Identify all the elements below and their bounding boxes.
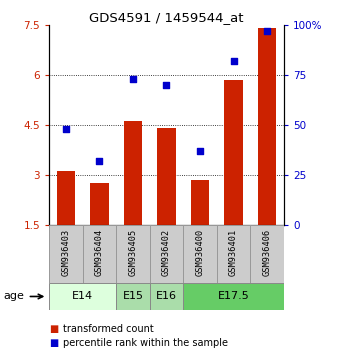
Bar — [183, 283, 284, 310]
Point — [97, 158, 102, 164]
Text: E16: E16 — [156, 291, 177, 302]
Bar — [124, 121, 142, 225]
Text: E15: E15 — [122, 291, 143, 302]
Bar — [150, 225, 183, 283]
Text: GSM936400: GSM936400 — [195, 229, 204, 276]
Point — [164, 82, 169, 88]
Bar — [258, 28, 276, 225]
Text: GSM936405: GSM936405 — [128, 229, 138, 276]
Point — [130, 76, 136, 82]
Bar — [56, 171, 75, 225]
Text: GSM936402: GSM936402 — [162, 229, 171, 276]
Point — [197, 148, 203, 154]
Text: GSM936401: GSM936401 — [229, 229, 238, 276]
Bar — [250, 225, 284, 283]
Bar — [224, 80, 243, 225]
Point — [264, 28, 270, 34]
Point — [63, 126, 69, 132]
Bar — [49, 283, 116, 310]
Text: percentile rank within the sample: percentile rank within the sample — [63, 338, 227, 348]
Bar — [150, 283, 183, 310]
Bar — [49, 225, 82, 283]
Text: ■: ■ — [49, 324, 58, 334]
Bar — [90, 183, 108, 225]
Bar — [217, 225, 250, 283]
Text: E14: E14 — [72, 291, 93, 302]
Bar — [157, 128, 176, 225]
Bar — [116, 283, 150, 310]
Bar — [183, 225, 217, 283]
Bar — [116, 225, 150, 283]
Text: transformed count: transformed count — [63, 324, 153, 334]
Text: GSM936404: GSM936404 — [95, 229, 104, 276]
Bar — [82, 225, 116, 283]
Point — [231, 58, 236, 64]
Text: GSM936406: GSM936406 — [263, 229, 272, 276]
Text: E17.5: E17.5 — [218, 291, 249, 302]
Bar — [191, 180, 209, 225]
Text: GSM936403: GSM936403 — [61, 229, 70, 276]
Title: GDS4591 / 1459544_at: GDS4591 / 1459544_at — [89, 11, 244, 24]
Text: age: age — [3, 291, 24, 302]
Text: ■: ■ — [49, 338, 58, 348]
